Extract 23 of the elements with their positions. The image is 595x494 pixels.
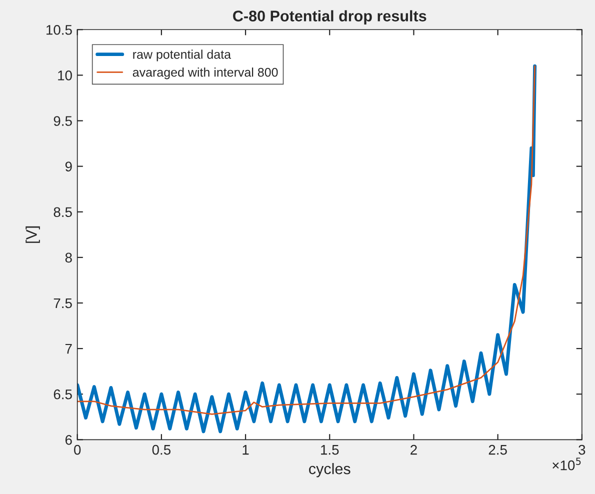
y-tick-label: 8: [65, 252, 72, 263]
y-tick-label: 6.5: [54, 389, 72, 400]
x-tick-label: 3: [578, 444, 586, 455]
chart-title: C-80 Potential drop results: [233, 10, 426, 24]
x-axis-title: cycles: [309, 463, 350, 478]
y-tick-label: 9.5: [54, 116, 72, 126]
y-tick-label: 10: [58, 70, 72, 80]
y-axis-title: [V]: [26, 226, 40, 243]
x-tick-label: 2.5: [488, 444, 507, 455]
y-tick-label: 9: [65, 162, 72, 172]
y-tick-label: 8.5: [54, 207, 72, 218]
y-tick-label: 6: [65, 434, 72, 445]
text: ×10$^{5}$: [552, 458, 581, 470]
x-tick-label: 0: [74, 444, 81, 455]
y-tick-label: 7.5: [54, 298, 72, 308]
x-tick-label: 2: [410, 444, 417, 455]
legend-label: avaraged with interval 800: [132, 68, 278, 80]
y-tick-label: 7: [65, 344, 72, 354]
x-tick-label: 0.5: [152, 444, 171, 455]
x-tick-label: 1: [242, 445, 249, 455]
x-tick-label: 1.5: [321, 445, 339, 455]
legend-label: raw potential data: [133, 50, 232, 62]
y-tick-label: 10.5: [46, 24, 72, 35]
